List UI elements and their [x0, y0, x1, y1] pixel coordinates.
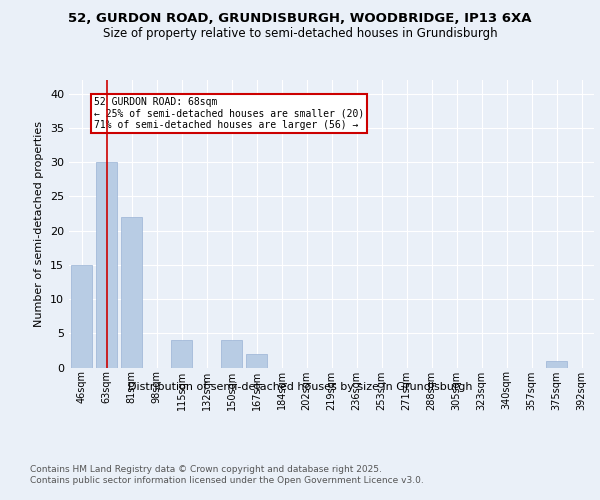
Bar [71, 265, 92, 368]
Text: 52, GURDON ROAD, GRUNDISBURGH, WOODBRIDGE, IP13 6XA: 52, GURDON ROAD, GRUNDISBURGH, WOODBRIDG… [68, 12, 532, 26]
Bar [546, 360, 567, 368]
Bar [246, 354, 267, 368]
Y-axis label: Number of semi-detached properties: Number of semi-detached properties [34, 120, 44, 327]
Bar [221, 340, 242, 367]
Bar [121, 217, 142, 368]
Text: Distribution of semi-detached houses by size in Grundisburgh: Distribution of semi-detached houses by … [128, 382, 472, 392]
Text: Size of property relative to semi-detached houses in Grundisburgh: Size of property relative to semi-detach… [103, 28, 497, 40]
Bar [96, 162, 117, 368]
Text: 52 GURDON ROAD: 68sqm
← 25% of semi-detached houses are smaller (20)
71% of semi: 52 GURDON ROAD: 68sqm ← 25% of semi-deta… [94, 97, 364, 130]
Text: Contains HM Land Registry data © Crown copyright and database right 2025.: Contains HM Land Registry data © Crown c… [30, 465, 382, 474]
Text: Contains public sector information licensed under the Open Government Licence v3: Contains public sector information licen… [30, 476, 424, 485]
Bar [171, 340, 192, 367]
